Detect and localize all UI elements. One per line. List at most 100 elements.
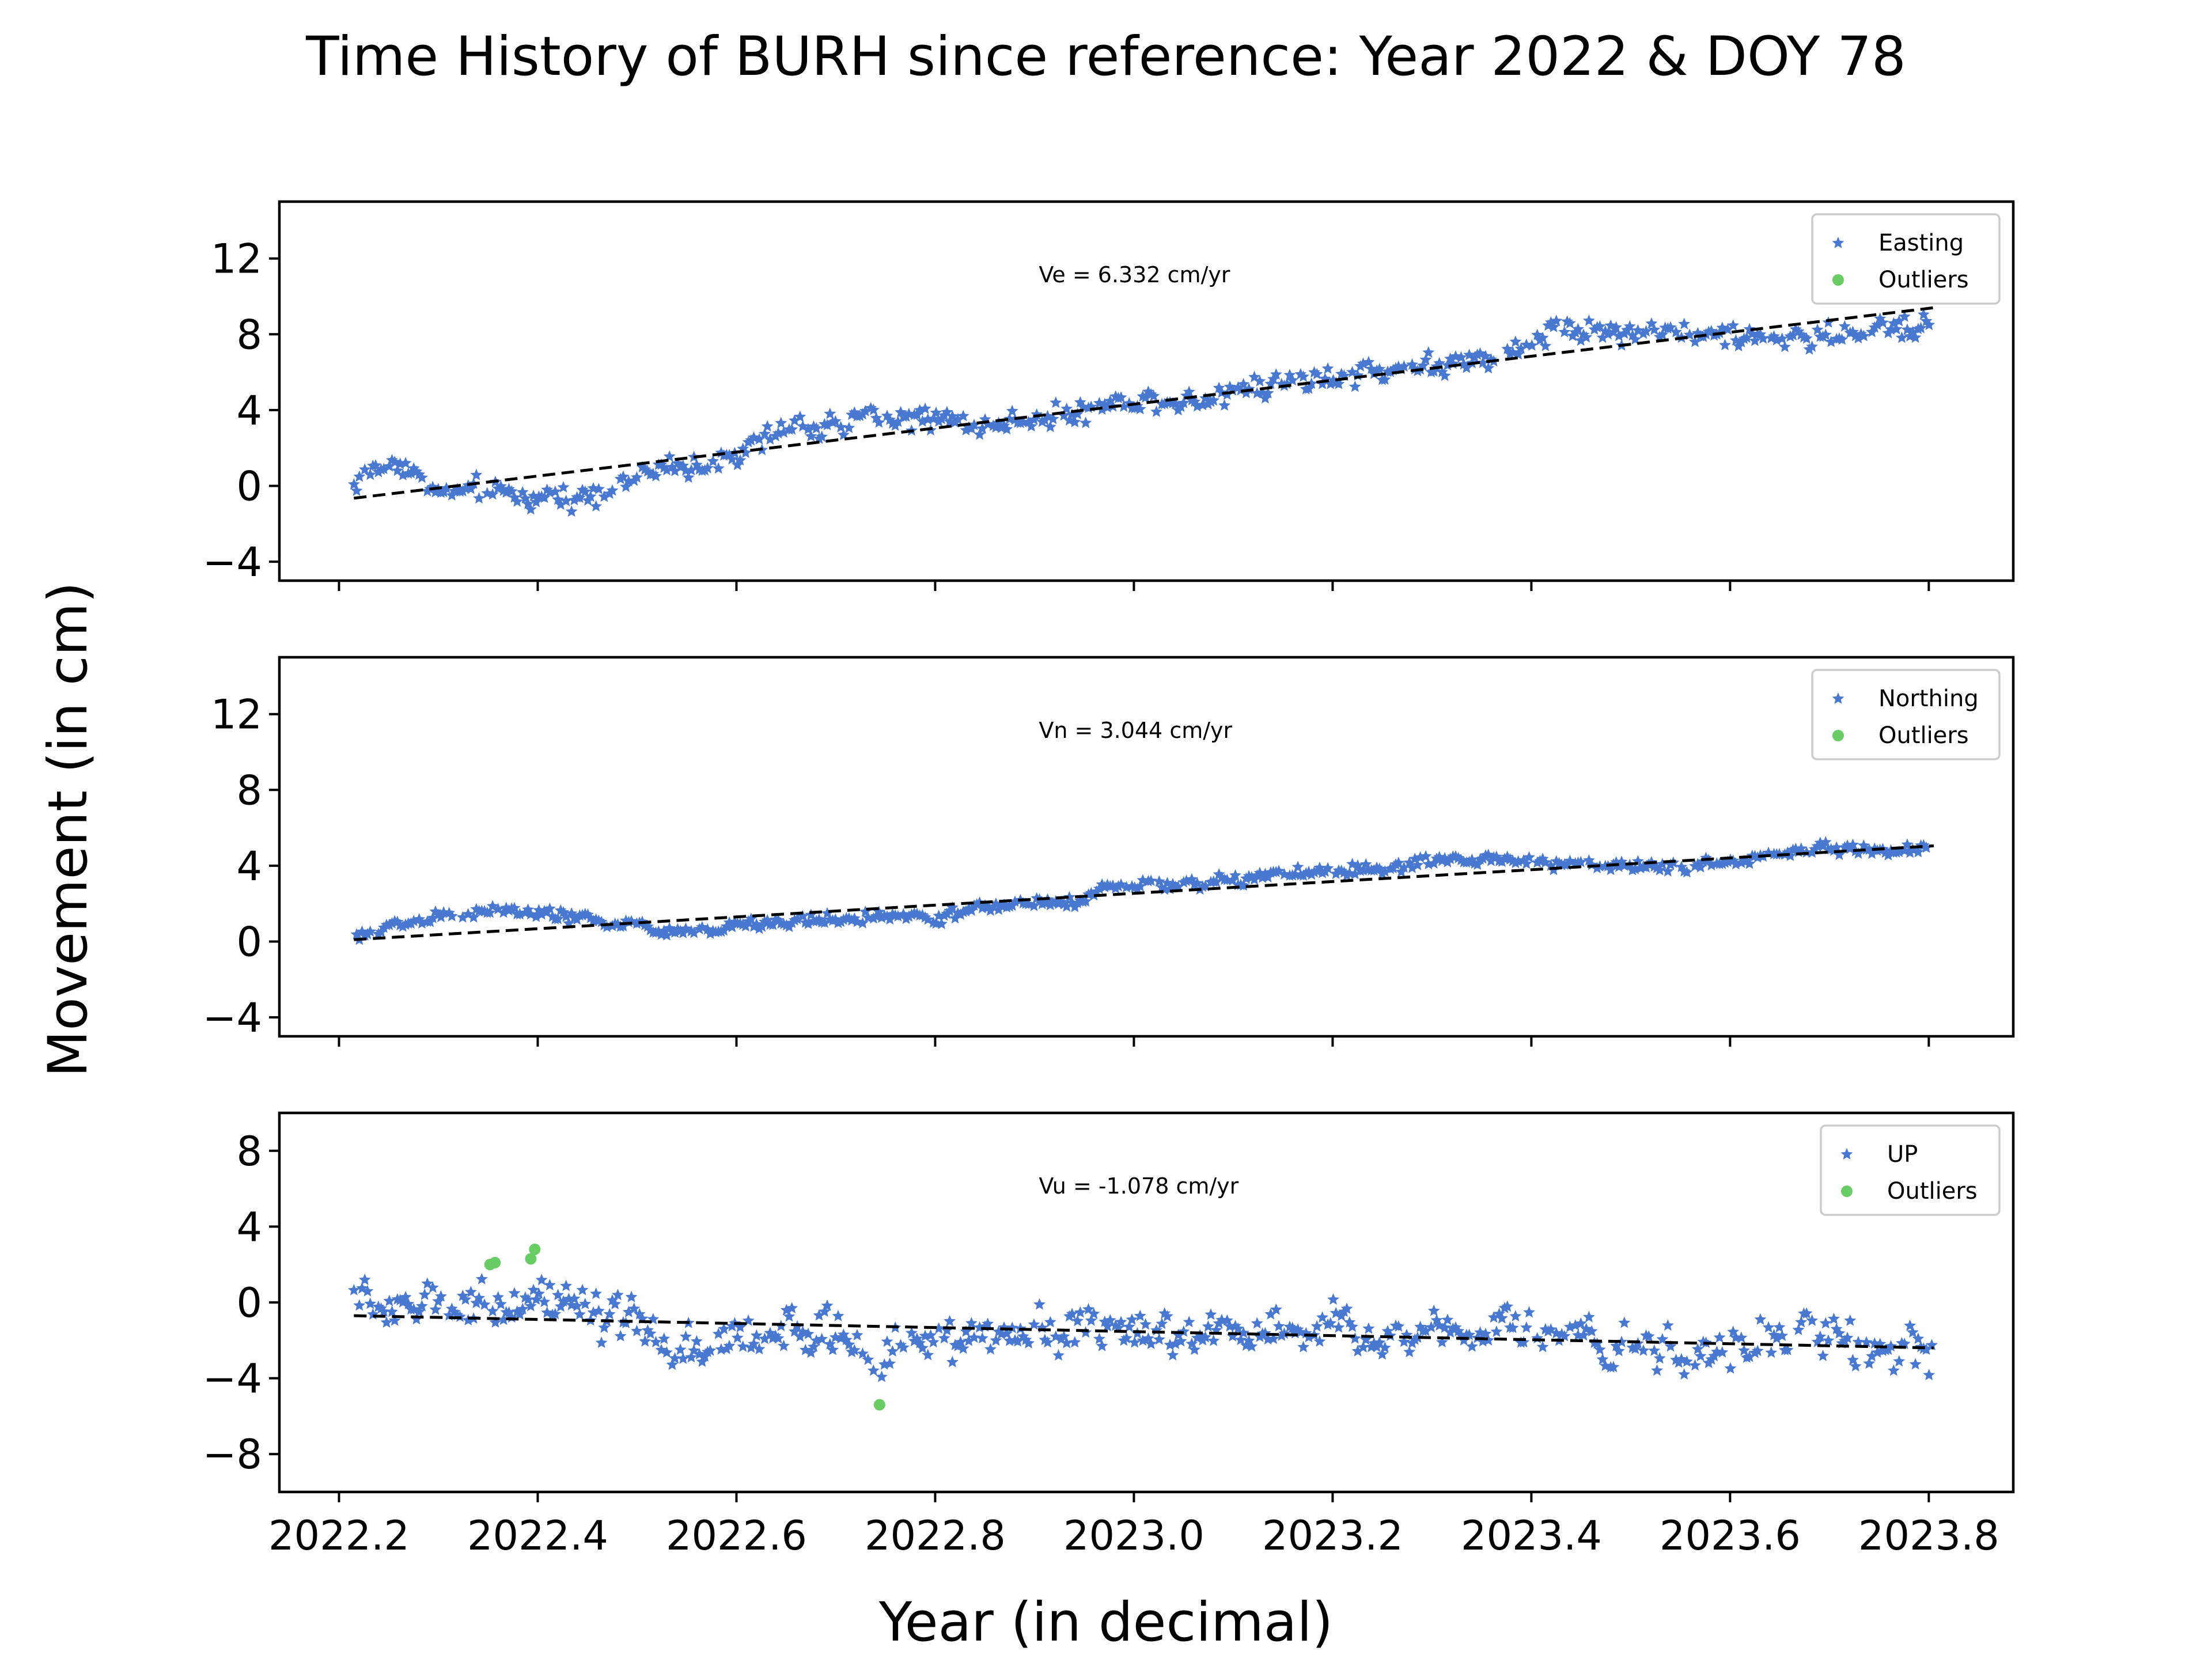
x-tick-label: 2023.0: [1063, 1512, 1205, 1559]
data-point: [1836, 333, 1849, 345]
data-point: [935, 918, 948, 929]
data-points-up: [347, 1243, 1938, 1411]
data-point: [1860, 1336, 1873, 1348]
data-point: [1877, 316, 1889, 328]
data-point: [1773, 1321, 1786, 1333]
data-point: [1074, 1306, 1086, 1318]
data-point: [1066, 408, 1078, 420]
data-point: [688, 926, 700, 938]
data-point: [1653, 1352, 1666, 1364]
trend-line: [354, 1314, 1934, 1350]
data-point: [524, 503, 537, 515]
data-point: [1286, 374, 1299, 386]
data-point: [1134, 403, 1146, 415]
data-point: [456, 911, 469, 923]
data-point: [832, 1309, 844, 1321]
data-point: [1422, 346, 1435, 358]
data-point: [516, 1302, 529, 1315]
data-point: [1003, 412, 1016, 425]
data-point: [416, 471, 428, 483]
data-point: [1166, 1349, 1179, 1361]
data-point: [876, 1370, 888, 1382]
data-point: [538, 1296, 551, 1308]
data-point: [1153, 1333, 1165, 1345]
data-point: [535, 1274, 548, 1286]
data-point: [731, 1331, 744, 1343]
data-point: [1525, 339, 1538, 351]
data-point: [1060, 900, 1073, 912]
data-point: [571, 1300, 584, 1312]
data-point: [685, 1351, 698, 1363]
data-point: [1604, 863, 1617, 876]
data-point: [353, 1299, 366, 1311]
data-point: [606, 484, 619, 496]
data-point: [1349, 380, 1361, 392]
data-point: [1743, 1350, 1756, 1362]
data-point: [1648, 1344, 1661, 1356]
data-point: [1681, 1355, 1693, 1367]
data-point: [383, 1294, 396, 1306]
data-point: [789, 1325, 801, 1337]
data-point: [1378, 1341, 1391, 1353]
data-point: [1795, 1316, 1808, 1328]
data-point: [1237, 1327, 1250, 1338]
data-point: [554, 498, 567, 510]
data-point: [1563, 317, 1576, 329]
data-point: [843, 422, 855, 433]
data-point: [1147, 389, 1160, 402]
data-point: [1509, 335, 1522, 347]
data-point: [1305, 377, 1318, 389]
legend-box: [1820, 1124, 2001, 1216]
data-point: [622, 1305, 635, 1317]
data-point: [1433, 357, 1446, 369]
data-point: [1085, 1314, 1097, 1326]
data-point: [388, 1314, 401, 1326]
data-point: [1378, 373, 1391, 385]
data-points-northing: [350, 836, 1933, 945]
data-point: [1574, 855, 1587, 868]
data-point: [718, 1323, 730, 1335]
data-point: [1169, 1338, 1182, 1349]
data-point: [799, 1343, 812, 1355]
legend-entry: Outliers: [1878, 267, 1969, 293]
data-point: [1495, 1312, 1508, 1324]
data-point: [1340, 1302, 1353, 1315]
data-point: [560, 494, 573, 506]
data-point: [862, 1353, 874, 1365]
data-point: [838, 429, 850, 441]
data-point: [358, 1273, 371, 1285]
data-point: [628, 1302, 641, 1314]
data-point: [1765, 1346, 1778, 1358]
data-point: [661, 929, 673, 941]
data-point: [353, 470, 366, 482]
data-point: [786, 1302, 798, 1313]
data-point: [617, 920, 630, 931]
data-point: [1719, 339, 1731, 351]
data-point: [1028, 899, 1040, 911]
data-point: [669, 464, 681, 476]
data-point: [892, 415, 904, 427]
data-point: [952, 413, 964, 425]
data-point: [1104, 1314, 1116, 1325]
data-point: [1123, 1320, 1135, 1332]
data-point: [445, 910, 458, 922]
data-point: [1115, 1316, 1127, 1328]
data-point: [1866, 1350, 1878, 1362]
data-point: [1066, 1308, 1078, 1320]
data-point: [1411, 859, 1424, 870]
data-point: [478, 1298, 491, 1310]
legend-marker-outlier: [1832, 730, 1844, 741]
data-point: [1476, 357, 1489, 368]
data-point: [1779, 340, 1791, 353]
y-tick-label: 4: [236, 387, 262, 434]
data-point: [867, 403, 880, 415]
data-point: [1297, 1340, 1309, 1353]
data-point: [1912, 1332, 1925, 1344]
data-point: [573, 491, 586, 503]
data-point: [465, 1286, 477, 1298]
data-point: [1471, 858, 1484, 870]
data-point: [497, 1313, 510, 1325]
data-point: [1270, 1303, 1282, 1315]
data-point: [1349, 1332, 1361, 1344]
data-point: [1172, 880, 1184, 892]
